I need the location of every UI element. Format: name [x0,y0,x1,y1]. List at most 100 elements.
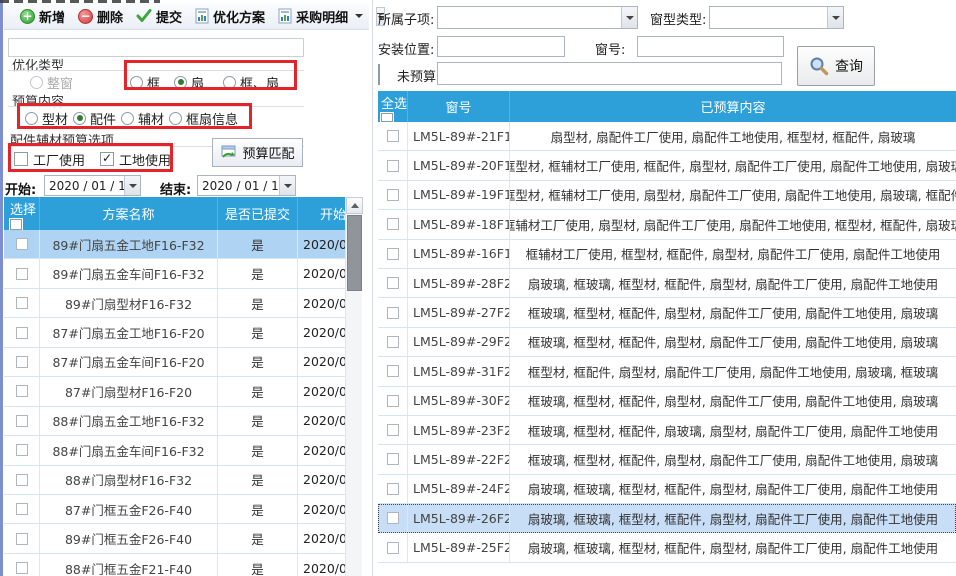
plan-table-row[interactable]: 88#门扇五金车间F16-F32 是 2020/0 [4,436,345,466]
row-checkbox[interactable] [15,473,28,486]
budget-table-row[interactable]: LM5L-89#-28F26 扇玻璃, 框玻璃, 框型材, 框配件, 扇型材, … [378,268,956,299]
row-checkbox[interactable] [15,297,28,310]
row-checkbox[interactable] [15,267,28,280]
row-checkbox[interactable] [386,188,399,201]
end-date-picker[interactable]: 2020 / 01 / 13 [197,175,296,196]
row-checkbox[interactable] [15,355,28,368]
budget-table-row[interactable]: LM5L-89#-22F20 框玻璃, 框型材, 框配件, 扇型材, 扇配件工厂… [378,445,956,475]
row-checkbox[interactable] [386,482,399,495]
no-budget-input[interactable] [437,62,782,85]
plan-table-row[interactable]: 89#门扇五金车间F16-F32 是 2020/0 [4,259,345,289]
radio-label: 扇 [191,76,205,92]
chevron-down-icon[interactable] [279,176,295,195]
row-checkbox[interactable] [15,326,28,339]
submit-button[interactable]: 提交 [136,7,182,26]
budget-radio[interactable]: 辅材 [121,109,164,128]
usage-checkbox[interactable]: 工厂使用 [14,150,85,169]
row-checkbox[interactable] [386,218,399,231]
row-checkbox[interactable] [15,414,28,427]
row-checkbox[interactable] [386,277,399,290]
budget-table-row[interactable]: LM5L-89#-29F27 框玻璃, 框型材, 框配件, 扇型材, 扇配件工厂… [378,327,956,358]
budget-radio[interactable]: 框扇信息 [169,109,238,128]
budget-radio[interactable]: 型材 [25,109,68,128]
plan-table-row[interactable]: 89#门扇五金工地F16-F32 是 2020/0 [4,230,345,260]
panel-divider[interactable] [372,0,373,576]
plan-table-row[interactable]: 87#门框五金F26-F40 是 2020/0 [4,494,345,525]
budget-content-column-header[interactable]: 已预算内容 [700,101,766,116]
purchase-detail-button[interactable]: 采购明细 [278,7,364,26]
select-all-checkbox[interactable] [381,113,393,122]
install-position-input[interactable] [437,36,565,57]
row-checkbox[interactable] [386,130,399,143]
window-no-input[interactable] [637,36,784,57]
budget-table-row[interactable]: LM5L-89#-18F16 框辅材工厂使用, 扇型材, 扇配件工厂使用, 扇配… [378,210,956,240]
row-checkbox[interactable] [15,385,28,398]
row-checkbox[interactable] [386,424,399,437]
row-checkbox[interactable] [386,394,399,407]
vertical-scrollbar[interactable] [345,197,363,576]
budget-table-row[interactable]: LM5L-89#-24F22 扇玻璃, 框玻璃, 框型材, 框配件, 扇型材, … [378,474,956,505]
sub-item-select[interactable] [437,6,638,29]
budget-table-row[interactable]: LM5L-89#-19F17 框型材, 框辅材工厂使用, 扇型材, 扇配件工厂使… [378,180,956,211]
budget-table-row[interactable]: LM5L-89#-26F24 扇玻璃, 框玻璃, 框型材, 框配件, 扇型材, … [378,504,956,534]
row-checkbox[interactable] [386,335,399,348]
plan-name-column-header[interactable]: 方案名称 [40,197,218,230]
scroll-up-button[interactable] [346,197,363,214]
plan-table-row[interactable]: 89#门框五金F26-F40 是 2020/0 [4,524,345,554]
select-all-checkbox[interactable] [10,219,22,230]
row-checkbox[interactable] [15,503,28,516]
opt-type-radio[interactable]: 扇 [174,73,204,92]
plan-table-row[interactable]: 89#门扇型材F16-F32 是 2020/0 [4,288,345,319]
row-checkbox[interactable] [386,306,399,319]
opt-type-radio[interactable]: 框 [130,73,160,92]
chevron-down-icon[interactable] [355,14,364,18]
budget-table-row[interactable]: LM5L-89#-30F28 框玻璃, 框型材, 框配件, 扇型材, 扇配件工厂… [378,386,956,416]
budget-table-row[interactable]: LM5L-89#-25F23 扇玻璃, 框玻璃, 框型材, 框配件, 扇型材, … [378,533,956,563]
budget-table-row[interactable]: LM5L-89#-21F19 扇型材, 扇配件工厂使用, 扇配件工地使用, 框型… [378,122,956,152]
chevron-down-icon[interactable] [621,7,637,28]
add-button[interactable]: + 新增 [20,7,65,26]
submitted-column-header[interactable]: 是否已提交 [218,197,298,230]
chevron-down-icon[interactable] [124,176,140,195]
delete-button[interactable]: − 删除 [78,7,123,26]
budget-table-row[interactable]: LM5L-89#-16F15 框辅材工厂使用, 框型材, 框配件, 扇型材, 扇… [378,239,956,269]
plan-table-row[interactable]: 87#门扇五金车间F16-F20 是 2020/0 [4,347,345,378]
usage-checkbox[interactable]: 工地使用 [100,150,171,169]
row-checkbox[interactable] [386,541,399,554]
window-type-select[interactable] [709,6,844,29]
optimize-plan-button[interactable]: 优化方案 [195,7,265,26]
row-checkbox[interactable] [15,532,28,545]
budget-table-row[interactable]: LM5L-89#-31F29 框型材, 框配件, 扇型材, 扇配件工厂使用, 扇… [378,357,956,387]
row-checkbox[interactable] [386,365,399,378]
plan-table-row[interactable]: 88#门框五金F21-F40 是 2020/0 [4,553,345,576]
row-checkbox[interactable] [386,247,399,260]
row-checkbox[interactable] [386,159,399,172]
opt-type-radio[interactable]: 整窗 [30,73,73,92]
start-date-picker[interactable]: 2020 / 01 / 1 [44,175,141,196]
row-checkbox[interactable] [15,562,28,575]
plan-table-row[interactable]: 88#门扇五金工地F16-F32 是 2020/0 [4,406,345,437]
no-budget-checkbox[interactable] [378,64,380,85]
select-all-column-header[interactable]: 选择 [4,197,40,230]
start-column-header[interactable]: 开始 [320,208,345,223]
scrollbar-thumb[interactable] [347,215,362,291]
budget-table-row[interactable]: LM5L-89#-20F18 框型材, 框辅材工厂使用, 框配件, 扇型材, 扇… [378,151,956,181]
toolbar-overflow-button[interactable] [376,6,386,26]
opt-type-radio[interactable]: 框、扇 [223,73,279,92]
window-no-column-header[interactable]: 窗号 [408,91,510,122]
plan-filter-input[interactable] [8,38,304,57]
budget-match-button[interactable]: 预算匹配 [212,138,303,167]
row-checkbox[interactable] [15,238,28,251]
budget-table-row[interactable]: LM5L-89#-23F21 框玻璃, 框型材, 框配件, 扇玻璃, 扇型材, … [378,415,956,446]
budget-radio[interactable]: 配件 [73,109,116,128]
budget-table-row[interactable]: LM5L-89#-27F25 框玻璃, 框型材, 框配件, 扇型材, 扇配件工厂… [378,298,956,328]
row-checkbox[interactable] [386,453,399,466]
row-checkbox[interactable] [15,444,28,457]
select-all-column-header[interactable]: 全选 [378,91,408,122]
plan-table-row[interactable]: 87#门扇型材F16-F20 是 2020/0 [4,377,345,407]
query-button[interactable]: 查询 [797,46,875,86]
plan-table-row[interactable]: 87#门扇五金工地F16-F20 是 2020/0 [4,318,345,348]
chevron-down-icon[interactable] [827,7,843,28]
plan-table-row[interactable]: 88#门扇型材F16-F32 是 2020/0 [4,465,345,495]
row-checkbox[interactable] [386,512,399,525]
